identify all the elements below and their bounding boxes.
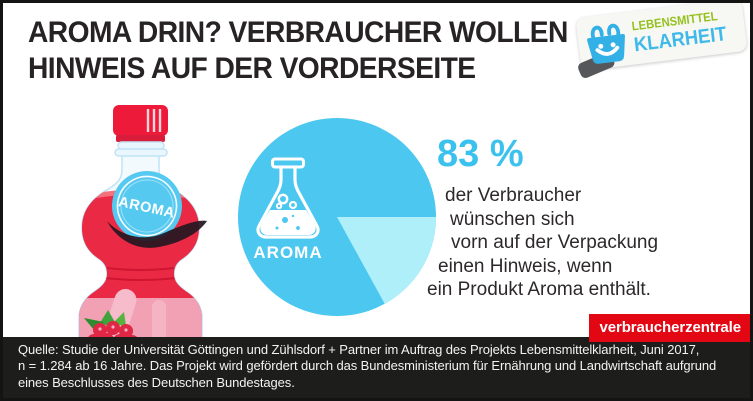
verbraucherzentrale-logo: verbraucherzentrale (589, 314, 750, 342)
stat-line: wünschen sich (450, 208, 575, 230)
pie-slice-rest (337, 217, 436, 304)
aroma-badge: AROMA (112, 171, 182, 241)
stat-line: der Verbraucher (445, 185, 582, 206)
pie-icon-label: AROMA (253, 243, 322, 262)
page-title: AROMA DRIN? VERBRAUCHER WOLLEN HINWEIS A… (28, 15, 568, 87)
basket-icon (586, 23, 625, 64)
source-line: Quelle: Studie der Universität Göttingen… (18, 342, 700, 357)
bottle-illustration: AROMA (78, 105, 207, 347)
title-line-2: HINWEIS AUF DER VORDERSEITE (28, 52, 476, 85)
flask-icon (256, 157, 320, 239)
stat-line: vorn auf der Verpackung (451, 232, 659, 254)
source-line: eines Beschlusses des Deutschen Bundesta… (18, 374, 295, 390)
badge-shadow-swoosh (107, 220, 207, 248)
stat-line: ein Produkt Aroma enthält. (427, 279, 651, 301)
stat-description: der Verbraucher wünschen sich vorn auf d… (427, 184, 658, 302)
source-bar: Quelle: Studie der Universität Göttingen… (3, 337, 750, 398)
source-line: n = 1.284 ab 16 Jahre. Das Projekt wird … (18, 358, 717, 374)
stat-line: einen Hinweis, wenn (438, 255, 613, 277)
bottle-cap (113, 105, 168, 157)
lebensmittelklarheit-logo: LEBENSMITTEL KLARHEIT (575, 0, 748, 71)
logo-wordmark: LEBENSMITTEL KLARHEIT (631, 9, 736, 56)
title-line-1: AROMA DRIN? VERBRAUCHER WOLLEN (28, 16, 568, 49)
pie-chart: AROMA (238, 118, 436, 316)
stat-value: 83 % (437, 133, 524, 175)
